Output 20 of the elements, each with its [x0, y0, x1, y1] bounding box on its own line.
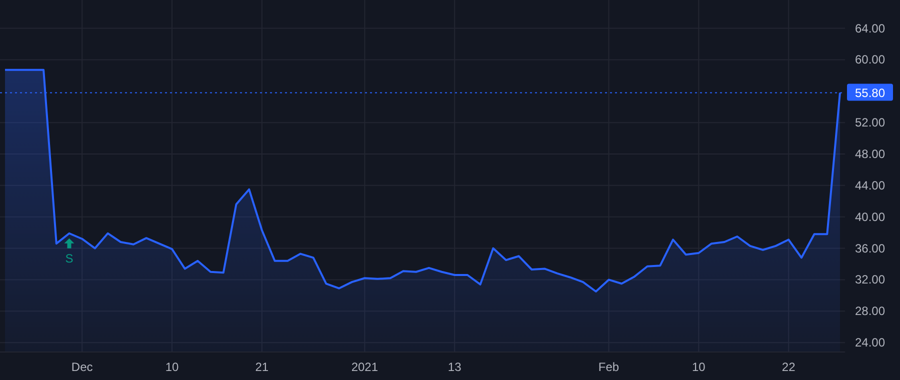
- y-tick-label: 40.00: [854, 210, 886, 224]
- x-tick-label: 2021: [351, 360, 378, 374]
- x-tick-label: Feb: [598, 360, 620, 374]
- ref-line-label: 55.80: [854, 86, 886, 100]
- y-tick-label: 64.00: [854, 21, 886, 36]
- x-tick-label: 10: [692, 360, 706, 374]
- y-tick-label: 48.00: [854, 147, 886, 161]
- y-tick-label: 24.00: [854, 336, 886, 350]
- annotation: S: [65, 251, 74, 266]
- y-tick-label: 44.00: [854, 178, 886, 192]
- x-tick-label: 22: [782, 360, 796, 374]
- y-tick-label: 60.00: [854, 52, 886, 67]
- x-tick-label: 13: [448, 360, 462, 374]
- x-tick-label: Dec: [71, 360, 93, 374]
- x-tick-label: 21: [255, 360, 269, 374]
- y-tick-label: 28.00: [854, 304, 886, 318]
- y-tick-label: 32.00: [854, 272, 886, 287]
- y-tick-label: 52.00: [854, 116, 886, 130]
- x-tick-label: 10: [165, 360, 179, 374]
- y-tick-label: 36.00: [854, 241, 886, 256]
